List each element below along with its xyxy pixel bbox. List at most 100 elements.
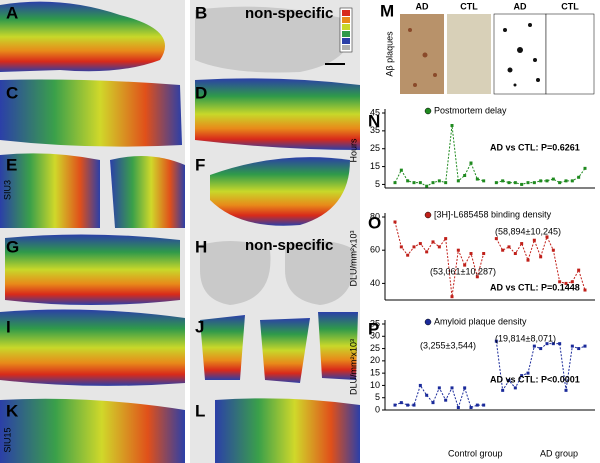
panel-letter: A bbox=[6, 3, 18, 22]
point bbox=[494, 181, 498, 185]
point bbox=[570, 179, 574, 183]
panel-letter: H bbox=[195, 237, 207, 256]
point bbox=[513, 386, 517, 390]
point bbox=[431, 240, 435, 244]
y-tick-label: 0 bbox=[375, 404, 380, 414]
point bbox=[469, 406, 473, 410]
y-axis-label: DLU/mm²x10³ bbox=[348, 339, 358, 395]
point bbox=[475, 275, 479, 279]
nonspecific-label: non-specific bbox=[245, 5, 333, 22]
y-tick-label: 35 bbox=[370, 125, 380, 135]
point bbox=[418, 242, 422, 246]
panel-letter: F bbox=[195, 155, 205, 174]
y-tick-label: 10 bbox=[370, 380, 380, 390]
point bbox=[564, 388, 568, 392]
point bbox=[558, 342, 562, 346]
point bbox=[545, 342, 549, 346]
point bbox=[406, 403, 410, 407]
point bbox=[406, 253, 410, 257]
point bbox=[463, 263, 467, 267]
panel-letter: L bbox=[195, 401, 205, 420]
y-tick-label: 5 bbox=[375, 392, 380, 402]
legend-label: Amyloid plaque density bbox=[434, 316, 527, 326]
point bbox=[545, 235, 549, 239]
point bbox=[507, 181, 511, 185]
point bbox=[501, 179, 505, 183]
point bbox=[425, 250, 429, 254]
point bbox=[551, 177, 555, 181]
row-label: SIU15 bbox=[2, 427, 12, 452]
row-label: SIU3 bbox=[2, 180, 12, 200]
y-tick-label: 35 bbox=[370, 318, 380, 328]
point bbox=[501, 248, 505, 252]
point bbox=[526, 181, 530, 185]
y-tick-label: 30 bbox=[370, 331, 380, 341]
point bbox=[450, 295, 454, 299]
point bbox=[501, 388, 505, 392]
m-column: AD bbox=[416, 1, 429, 11]
point bbox=[469, 252, 473, 256]
point bbox=[545, 179, 549, 183]
point bbox=[412, 181, 416, 185]
y-tick-label: 45 bbox=[370, 107, 380, 117]
annotation: (58,894±10,245) bbox=[495, 226, 561, 236]
point bbox=[463, 174, 467, 177]
m-column: CTL bbox=[460, 1, 478, 11]
point bbox=[482, 179, 486, 183]
point bbox=[425, 184, 429, 188]
point bbox=[444, 237, 448, 241]
point bbox=[577, 268, 581, 272]
y-tick-label: 80 bbox=[370, 211, 380, 221]
point bbox=[475, 177, 479, 181]
point bbox=[399, 168, 403, 172]
m-ylabel: Aβ plaques bbox=[384, 31, 394, 77]
point bbox=[583, 288, 587, 292]
y-tick-label: 15 bbox=[370, 368, 380, 378]
point bbox=[393, 181, 397, 185]
point bbox=[577, 175, 581, 179]
y-tick-label: 20 bbox=[370, 355, 380, 365]
legend-label: [3H]-L685458 binding density bbox=[434, 209, 552, 219]
panel-letter: P bbox=[368, 319, 379, 338]
y-tick-label: 25 bbox=[370, 143, 380, 153]
point bbox=[412, 403, 416, 407]
point bbox=[437, 179, 441, 183]
annotation: (19,814±8,071) bbox=[495, 333, 556, 343]
annotation: (3,255±3,544) bbox=[420, 340, 476, 350]
point bbox=[583, 166, 587, 170]
point bbox=[456, 248, 460, 252]
point bbox=[520, 182, 524, 186]
point bbox=[513, 181, 517, 185]
panel-letter: E bbox=[6, 155, 17, 174]
point bbox=[532, 238, 536, 242]
annotation: AD vs CTL: P<0.0001 bbox=[490, 374, 580, 384]
point bbox=[412, 245, 416, 249]
panel-letter: B bbox=[195, 3, 207, 22]
point bbox=[577, 347, 581, 351]
point bbox=[475, 403, 479, 407]
point bbox=[494, 339, 498, 343]
point bbox=[520, 374, 524, 378]
point bbox=[399, 401, 403, 405]
panel-letter: O bbox=[368, 213, 381, 232]
y-axis-label: Hours bbox=[348, 138, 358, 163]
panel-letter: I bbox=[6, 317, 11, 336]
y-tick-label: 60 bbox=[370, 245, 380, 255]
point bbox=[564, 281, 568, 285]
y-tick-label: 5 bbox=[375, 179, 380, 189]
point bbox=[399, 245, 403, 249]
y-axis-label: DLU/mm²x10³ bbox=[348, 230, 358, 286]
point bbox=[494, 237, 498, 241]
point bbox=[551, 342, 555, 346]
point bbox=[539, 179, 543, 183]
point bbox=[393, 220, 397, 224]
point bbox=[450, 386, 454, 390]
point bbox=[469, 161, 473, 165]
point bbox=[456, 406, 460, 410]
point bbox=[444, 181, 448, 185]
legend-marker bbox=[424, 107, 432, 115]
legend-label: Postmortem delay bbox=[434, 105, 507, 115]
panel-letter: K bbox=[6, 401, 19, 420]
panel-letter: M bbox=[380, 1, 394, 20]
